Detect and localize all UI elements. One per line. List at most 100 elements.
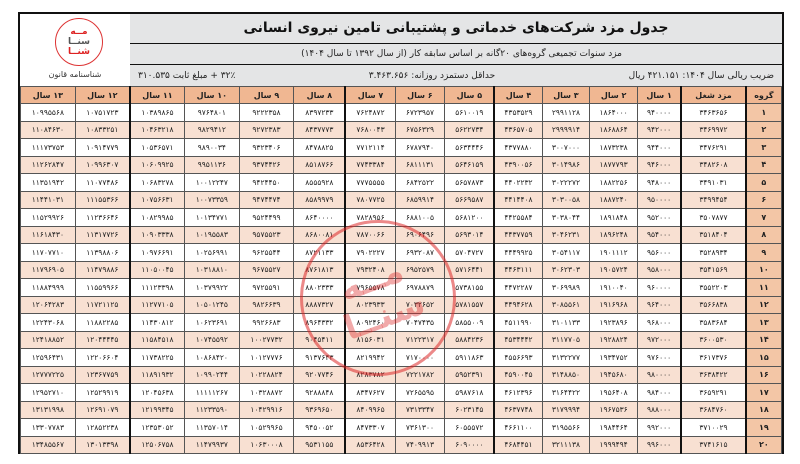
base-wage-cell: ۳۶۵۹۲۹۱: [680, 383, 747, 402]
seniority-wage-cell: ۱۸۶۸۸۶۴: [589, 120, 638, 139]
seniority-wage-cell: ۹۶۲۵۵۴۴: [238, 243, 295, 262]
seniority-wage-cell: ۸۹۶۴۳۳۲: [293, 313, 346, 332]
seniority-wage-cell: ۴۵۵۶۶۹۳: [493, 348, 543, 367]
base-wage-cell: ۳۵۵۲۲۰۳: [680, 278, 747, 297]
seniority-wage-cell: ۸۵۵۵۹۲۸: [293, 173, 346, 192]
seniority-wage-cell: ۱۰۹۹۶۳۰۷: [74, 155, 131, 174]
column-header: ۱۰ سال: [184, 86, 240, 104]
seniority-wage-cell: ۶۰۵۵۵۷۲: [444, 418, 495, 437]
base-wage-cell: ۳۵۴۱۵۶۹: [680, 260, 747, 279]
seniority-wage-cell: ۱۳۰۱۳۳۹۸: [74, 435, 131, 454]
seniority-wage-cell: ۴۶۸۴۴۵۱: [493, 435, 543, 454]
seniority-wage-cell: ۵۶۶۹۵۸۷: [444, 190, 495, 209]
seniority-wage-cell: ۹۴۰۰۰۰: [636, 103, 682, 122]
seniority-wage-cell: ۱۱۰۸۴۶۳۰: [20, 120, 76, 139]
group-cell: ۳: [745, 138, 782, 157]
seniority-wage-cell: ۶۰۹۰۰۰۰: [444, 435, 495, 454]
seniority-wage-cell: ۷۹۰۲۲۲۷: [344, 243, 396, 262]
seniority-wage-cell: ۱۰۹۰۳۳۳۸: [128, 225, 186, 244]
seniority-wage-cell: ۸۶۸۰۰۸۱: [293, 225, 346, 244]
seniority-wage-cell: ۹۶۰۰۰۰: [636, 278, 682, 297]
table-row: ۱۱ ۳۵۵۲۲۰۳ ۹۶۰۰۰۰ ۱۹۱۰۰۴۰ ۳۰۶۹۹۸۹ ۴۴۷۲۲۸۷ ۵۷۳۸…: [20, 278, 782, 297]
logo-line: شنــا: [67, 47, 91, 57]
table-row: ۸ ۳۵۱۸۴۰۴ ۹۵۴۰۰۰ ۱۸۹۶۲۴۸ ۳۰۴۶۲۳۱ ۴۴۳۷۷۵۹ ۵۶۹۳۰…: [20, 225, 782, 244]
seniority-wage-cell: ۴۵۹۰۰۴۵: [493, 365, 543, 384]
group-cell: ۱۹: [745, 418, 782, 437]
seniority-wage-cell: ۱۹۵۶۴۰۸: [589, 383, 638, 402]
seniority-wage-cell: ۹۹۶۰۰۰: [636, 435, 682, 454]
group-cell: ۸: [745, 225, 782, 244]
seniority-wage-cell: ۵۶۴۶۱۵۹: [444, 155, 495, 174]
logo: مــه سنــا شنــا شناسنامه قانون: [20, 14, 132, 86]
seniority-wage-cell: ۳۰۳۰۰۵۸: [541, 190, 591, 209]
seniority-wage-cell: ۳۲۱۱۱۳۸: [541, 435, 591, 454]
seniority-wage-cell: ۱۲۴۱۸۸۵۲: [20, 330, 76, 349]
group-cell: ۱۲: [745, 295, 782, 314]
seniority-wage-cell: ۱۰۳۸۹۸۶۵: [128, 103, 186, 122]
seniority-wage-cell: ۶۸۱۱۱۳۱: [394, 155, 446, 174]
group-cell: ۲: [745, 120, 782, 139]
seniority-wage-cell: ۱۰۷۴۵۵۹۲: [184, 330, 240, 349]
seniority-wage-cell: ۶۸۵۹۹۱۴: [394, 190, 446, 209]
seniority-wage-cell: ۱۳۳۰۷۷۸۳: [20, 418, 76, 437]
seniority-wage-cell: ۹۵۳۱۱۵۵: [293, 435, 346, 454]
seniority-wage-cell: ۳۱۴۸۸۵۰: [541, 365, 591, 384]
group-cell: ۱۵: [745, 348, 782, 367]
seniority-wage-cell: ۳۱۷۹۹۹۴: [541, 400, 591, 419]
seniority-wage-cell: ۳۰۶۹۹۸۹: [541, 278, 591, 297]
seniority-wage-cell: ۱۰۱۳۴۷۷۱: [184, 208, 240, 227]
column-header: گروه: [745, 86, 782, 104]
seniority-wage-cell: ۵۸۸۴۲۳۶: [444, 330, 495, 349]
seniority-wage-cell: ۱۰۷۵۶۶۳۱: [128, 190, 186, 209]
seniority-wage-cell: ۷۷۷۵۵۵۵: [344, 173, 396, 192]
seniority-wage-cell: ۱۰۹۱۴۷۷۹: [74, 138, 131, 157]
seniority-wage-cell: ۱۸۸۷۲۴۰: [589, 190, 638, 209]
seniority-wage-cell: ۱۰۵۲۹۹۶۵: [238, 418, 295, 437]
seniority-wage-cell: ۱۸۸۲۲۵۶: [589, 173, 638, 192]
group-cell: ۱۴: [745, 330, 782, 349]
group-cell: ۵: [745, 173, 782, 192]
seniority-wage-cell: ۹۵۲۰۰۰: [636, 208, 682, 227]
seniority-wage-cell: ۱۱۲۶۲۸۴۷: [20, 155, 76, 174]
seniority-wage-cell: ۱۸۶۴۰۰۰: [589, 103, 638, 122]
column-header: ۶ سال: [394, 86, 446, 104]
seniority-wage-cell: ۱۱۲۷۷۱۰۵: [128, 295, 186, 314]
base-wage-cell: ۳۶۱۷۳۷۶: [680, 348, 747, 367]
seniority-wage-cell: ۱۲۰۴۴۴۴۵: [74, 330, 131, 349]
seniority-wage-cell: ۱۲۲۴۳۰۶۸: [20, 313, 76, 332]
seniority-wage-cell: ۴۶۱۲۳۹۶: [493, 383, 543, 402]
seniority-wage-cell: ۱۰۸۲۹۹۸۵: [128, 208, 186, 227]
seniority-wage-cell: ۱۱۰۵۰۰۴۵: [128, 260, 186, 279]
seniority-wage-cell: ۹۵۸۰۰۰: [636, 260, 682, 279]
seniority-wage-cell: ۸۰۲۳۹۳۳: [344, 295, 396, 314]
base-wage-cell: ۳۴۸۲۶۰۸: [680, 155, 747, 174]
seniority-wage-cell: ۱۱۱۱۱۲۶۷: [184, 383, 240, 402]
seniority-wage-cell: ۵۶۵۷۸۷۳: [444, 173, 495, 192]
seniority-wage-cell: ۶۷۵۶۳۲۹: [394, 120, 446, 139]
seniority-wage-cell: ۳۱۱۷۷۰۵: [541, 330, 591, 349]
seniority-wage-cell: ۹۳۶۹۶۵۰: [293, 400, 346, 419]
seniority-wage-cell: ۱۲۷۷۷۲۲۵: [20, 365, 76, 384]
table-row: ۲۰ ۳۷۴۱۶۱۵ ۹۹۶۰۰۰ ۱۹۹۹۴۹۴ ۳۲۱۱۱۳۸ ۴۶۸۴۴۵۱ ۶۰۹۰…: [20, 435, 782, 454]
column-header: ۴ سال: [493, 86, 543, 104]
seniority-wage-cell: ۱۱۳۹۸۸۰۶: [74, 243, 131, 262]
seniority-wage-cell: ۳۱۰۱۱۳۳: [541, 313, 591, 332]
seniority-wage-cell: ۵۹۵۲۳۹۱: [444, 365, 495, 384]
seniority-wage-cell: ۴۳۹۰۰۵۶: [493, 155, 543, 174]
table-row: ۱۶ ۳۶۳۸۴۲۲ ۹۸۰۰۰۰ ۱۹۴۵۶۸۰ ۳۱۴۸۸۵۰ ۴۵۹۰۰۴۵ ۵۹۵۲…: [20, 365, 782, 384]
group-cell: ۱۷: [745, 383, 782, 402]
seniority-wage-cell: ۷۳۱۳۳۴۷: [394, 400, 446, 419]
seniority-wage-cell: ۷۷۴۳۳۸۴: [344, 155, 396, 174]
seniority-wage-cell: ۵۶۳۴۴۴۶: [444, 138, 495, 157]
logo-line: مــه: [70, 27, 88, 37]
table-row: ۳ ۳۴۷۶۲۹۱ ۹۴۴۰۰۰ ۱۸۷۳۲۳۸ ۳۰۰۷۰۰۰ ۴۳۷۷۸۸۰ ۵۶۳۴۴…: [20, 138, 782, 157]
seniority-wage-cell: ۱۱۸۸۲۲۸۵: [74, 313, 131, 332]
table-row: ۱۹ ۳۷۱۰۰۲۹ ۹۹۲۰۰۰ ۱۹۸۴۴۶۴ ۳۱۹۵۵۶۶ ۴۶۶۱۱۰۰ ۶۰۵۵…: [20, 418, 782, 437]
seniority-wage-cell: ۱۲۲۰۶۶۰۴: [74, 348, 131, 367]
group-cell: ۱۳: [745, 313, 782, 332]
base-wage-cell: ۳۷۴۱۶۱۵: [680, 435, 747, 454]
base-wage-cell: ۳۴۹۱۰۳۱: [680, 173, 747, 192]
seniority-wage-cell: ۱۰۴۲۹۹۱۶: [238, 400, 295, 419]
base-wage-cell: ۳۶۸۴۷۶۰: [680, 400, 747, 419]
table-row: ۱۸ ۳۶۸۴۷۶۰ ۹۸۸۰۰۰ ۱۹۶۷۵۳۶ ۳۱۷۹۹۹۴ ۴۶۳۷۷۴۸ ۶۰۲۳…: [20, 400, 782, 419]
